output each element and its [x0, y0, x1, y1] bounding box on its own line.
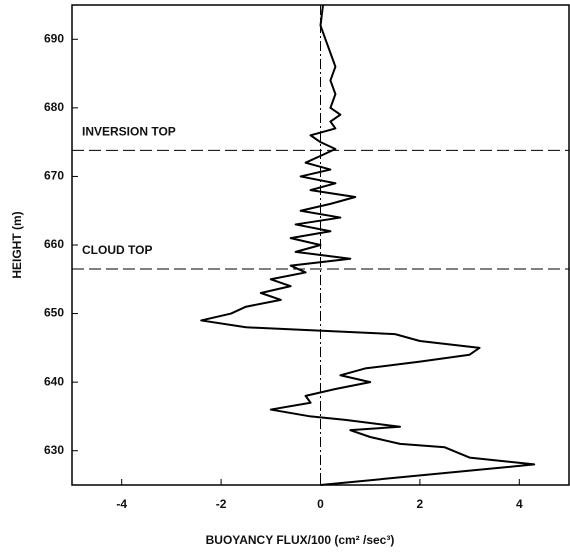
reference-label: CLOUD TOP — [82, 243, 152, 257]
reference-label: INVERSION TOP — [82, 125, 176, 139]
y-tick-label: 680 — [44, 100, 64, 114]
y-tick-label: 650 — [44, 306, 64, 320]
y-tick-label: 690 — [44, 31, 64, 45]
x-axis-label: BUOYANCY FLUX/100 (cm² /sec³) — [206, 533, 395, 547]
y-tick-label: 660 — [44, 237, 64, 251]
y-tick-label: 640 — [44, 374, 64, 388]
x-tick-label: 0 — [317, 497, 324, 511]
x-tick-label: -2 — [216, 497, 227, 511]
y-tick-label: 670 — [44, 169, 64, 183]
y-axis-label: HEIGHT (m) — [10, 211, 24, 278]
y-tick-label: 630 — [44, 443, 64, 457]
x-tick-label: 2 — [417, 497, 424, 511]
x-tick-label: 4 — [516, 497, 523, 511]
profile-line — [200, 4, 536, 486]
x-tick-label: -4 — [116, 497, 127, 511]
